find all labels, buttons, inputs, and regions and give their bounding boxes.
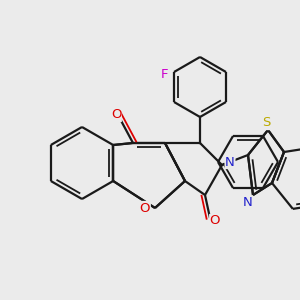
Text: O: O xyxy=(111,109,121,122)
Text: O: O xyxy=(140,202,150,214)
Text: S: S xyxy=(262,116,270,130)
Text: O: O xyxy=(210,214,220,227)
Text: N: N xyxy=(243,196,253,209)
Text: N: N xyxy=(225,155,235,169)
Text: F: F xyxy=(160,68,168,80)
